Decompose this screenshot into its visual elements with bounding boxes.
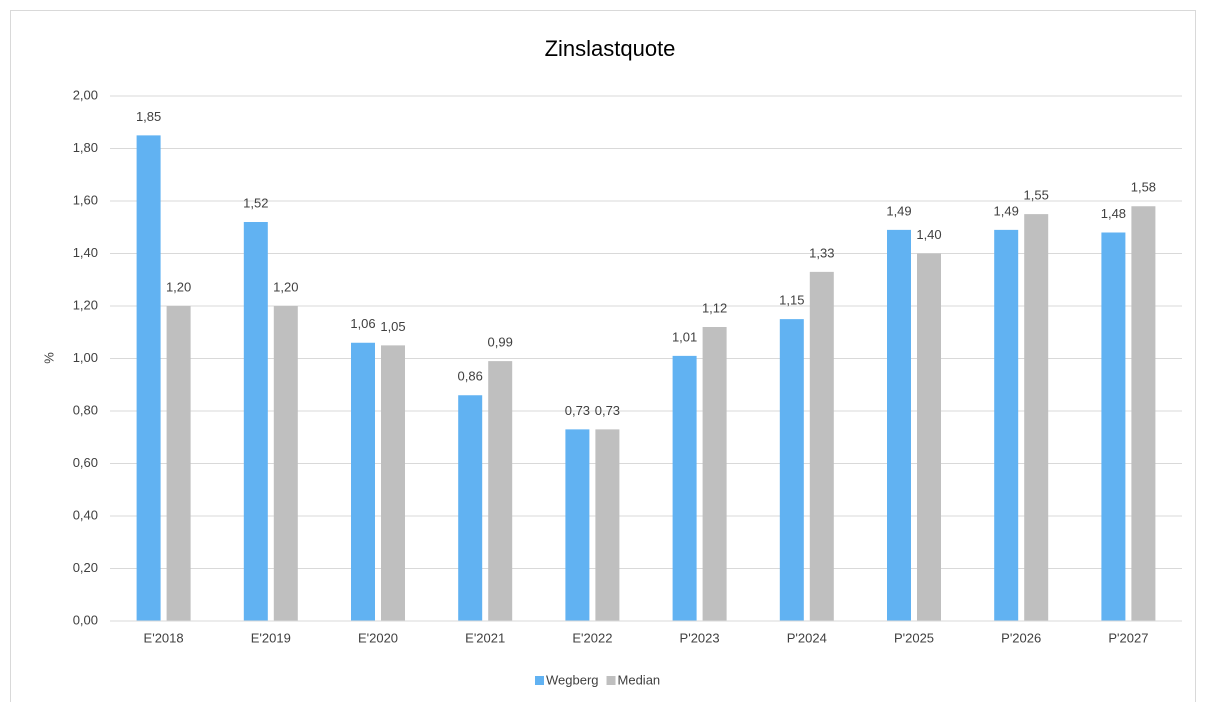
bar bbox=[381, 345, 405, 621]
y-tick-label: 0,80 bbox=[73, 402, 98, 417]
data-label: 0,73 bbox=[595, 403, 620, 418]
bar bbox=[917, 253, 941, 621]
y-tick-label: 0,40 bbox=[73, 507, 98, 522]
x-tick-label: P'2023 bbox=[680, 630, 720, 645]
bar bbox=[779, 319, 804, 621]
y-tick-label: 1,80 bbox=[73, 140, 98, 155]
legend-swatch bbox=[535, 676, 544, 685]
y-tick-label: 0,20 bbox=[73, 560, 98, 575]
data-label: 0,86 bbox=[458, 369, 483, 384]
x-tick-label: E'2022 bbox=[572, 630, 612, 645]
y-tick-label: 1,40 bbox=[73, 245, 98, 260]
legend-label: Median bbox=[618, 672, 661, 687]
data-label: 1,01 bbox=[672, 329, 697, 344]
data-label: 1,58 bbox=[1131, 180, 1156, 195]
legend-swatch bbox=[606, 676, 616, 685]
x-tick-label: E'2018 bbox=[144, 630, 184, 645]
data-label: 1,12 bbox=[702, 300, 727, 315]
x-tick-label: P'2026 bbox=[1001, 630, 1041, 645]
bar bbox=[565, 429, 590, 621]
y-axis-label: % bbox=[41, 352, 56, 364]
chart-frame bbox=[10, 10, 1196, 702]
bar bbox=[1101, 232, 1126, 621]
data-label: 1,40 bbox=[916, 227, 941, 242]
y-tick-label: 1,60 bbox=[73, 192, 98, 207]
y-tick-label: 0,60 bbox=[73, 455, 98, 470]
data-label: 0,99 bbox=[488, 335, 513, 350]
data-label: 1,15 bbox=[779, 293, 804, 308]
data-label: 1,49 bbox=[886, 203, 911, 218]
data-label: 1,52 bbox=[243, 195, 268, 210]
bar bbox=[595, 429, 620, 621]
data-label: 1,49 bbox=[994, 203, 1019, 218]
data-label: 1,85 bbox=[136, 109, 161, 124]
bar bbox=[136, 135, 161, 621]
bar bbox=[243, 222, 268, 621]
bar bbox=[273, 306, 298, 621]
bar bbox=[166, 306, 191, 621]
legend-label: Wegberg bbox=[546, 672, 599, 687]
data-label: 0,73 bbox=[565, 403, 590, 418]
bar bbox=[994, 229, 1019, 621]
data-label: 1,20 bbox=[273, 279, 298, 294]
bar bbox=[488, 361, 513, 621]
data-label: 1,20 bbox=[166, 279, 191, 294]
bar bbox=[1024, 214, 1049, 621]
data-label: 1,05 bbox=[380, 319, 405, 334]
x-tick-label: P'2024 bbox=[787, 630, 827, 645]
data-label: 1,33 bbox=[809, 245, 834, 260]
y-tick-label: 1,00 bbox=[73, 350, 98, 365]
bar bbox=[351, 342, 375, 621]
y-tick-label: 2,00 bbox=[73, 87, 98, 102]
y-tick-label: 0,00 bbox=[73, 612, 98, 627]
bar bbox=[1131, 206, 1156, 621]
x-tick-label: E'2019 bbox=[251, 630, 291, 645]
bar bbox=[887, 229, 911, 621]
bar bbox=[809, 271, 834, 621]
bar bbox=[458, 395, 483, 621]
x-tick-label: P'2025 bbox=[894, 630, 934, 645]
chart-title: Zinslastquote bbox=[545, 36, 676, 61]
bar bbox=[672, 355, 697, 621]
bar bbox=[702, 327, 727, 621]
x-tick-label: E'2021 bbox=[465, 630, 505, 645]
data-label: 1,06 bbox=[350, 316, 375, 331]
x-tick-label: P'2027 bbox=[1108, 630, 1148, 645]
y-tick-label: 1,20 bbox=[73, 297, 98, 312]
data-label: 1,55 bbox=[1024, 188, 1049, 203]
data-label: 1,48 bbox=[1101, 206, 1126, 221]
x-tick-label: E'2020 bbox=[358, 630, 398, 645]
